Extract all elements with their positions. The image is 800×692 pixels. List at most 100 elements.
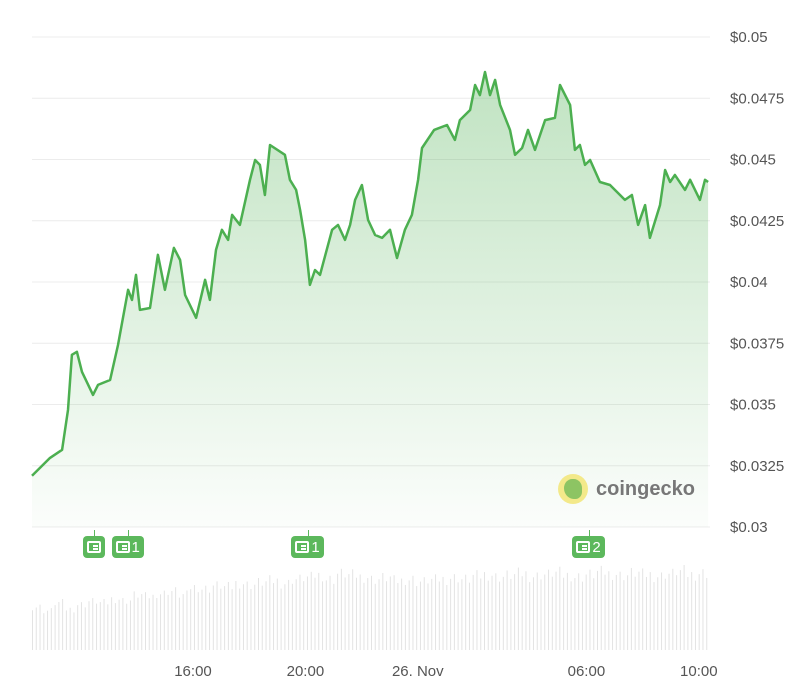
volume-bar (58, 602, 60, 650)
volume-bar (367, 578, 369, 650)
volume-bar (310, 571, 312, 650)
volume-bar (679, 570, 681, 650)
volume-bar (171, 591, 173, 650)
volume-bar (190, 589, 192, 650)
volume-bar (242, 584, 244, 650)
volume-bar (668, 573, 670, 650)
volume-bar (344, 577, 346, 650)
volume-bar (404, 584, 406, 650)
volume-bar (39, 604, 41, 650)
volume-bar (295, 579, 297, 650)
volume-bar (114, 603, 116, 650)
volume-bar (186, 590, 188, 650)
volume-bar (529, 582, 531, 650)
volume-bar (32, 610, 33, 650)
x-tick-label: 16:00 (174, 663, 212, 680)
volume-bar (510, 578, 512, 650)
volume-bar (291, 583, 293, 650)
y-tick-label: $0.0375 (730, 335, 784, 352)
volume-bar (220, 588, 222, 650)
volume-bar (551, 576, 553, 650)
volume-bar (193, 585, 195, 650)
y-tick-label: $0.0325 (730, 458, 784, 475)
volume-bar (653, 582, 655, 650)
volume-bar (246, 581, 248, 650)
volume-bar (250, 588, 252, 650)
volume-bar (239, 588, 241, 650)
volume-bar (129, 600, 131, 650)
volume-bar (148, 598, 150, 650)
volume-bar (209, 592, 211, 650)
volume-bar (484, 572, 485, 650)
volume-bar (62, 599, 64, 650)
volume-bar (386, 581, 388, 650)
volume-bar (163, 590, 165, 650)
volume-bar (457, 582, 459, 650)
volume-bar (476, 570, 478, 650)
volume-bar (499, 581, 501, 650)
volume-bar (634, 576, 636, 650)
volume-bar (698, 574, 700, 650)
volume-bar (363, 582, 365, 650)
volume-bar (525, 571, 527, 650)
news-annotation-badge[interactable] (83, 530, 106, 558)
volume-bar (227, 582, 229, 650)
volume-bar (118, 599, 120, 650)
volume-bar (423, 577, 425, 650)
x-tick-label: 20:00 (287, 663, 325, 680)
volume-bar (216, 581, 218, 650)
volume-bar (54, 605, 56, 650)
volume-bar (589, 569, 591, 650)
news-annotation-badge[interactable]: 1 (291, 530, 324, 558)
volume-bar (627, 575, 629, 650)
newspaper-icon (115, 541, 130, 553)
volume-bar (73, 612, 75, 650)
volume-bar (465, 574, 467, 650)
price-area (31, 72, 709, 527)
volume-bar (664, 578, 666, 650)
volume-bar (126, 603, 128, 650)
volume-bar (427, 583, 429, 650)
volume-bar (322, 581, 324, 650)
volume-bar (205, 585, 207, 650)
newspaper-icon (576, 541, 591, 553)
volume-bar (593, 578, 595, 650)
volume-bar (88, 601, 90, 650)
volume-bar (566, 572, 568, 650)
volume-bar (333, 583, 335, 650)
volume-bar (604, 574, 606, 650)
volume-bar (197, 592, 199, 650)
volume-bar (461, 579, 463, 650)
volume-bar (43, 613, 45, 650)
volume-bar (299, 574, 301, 650)
volume-bar (284, 584, 286, 650)
volume-bar (35, 607, 37, 650)
volume-bar (574, 578, 576, 650)
volume-bar (623, 580, 625, 650)
volume-bar (581, 581, 583, 650)
volume-bar (371, 575, 372, 650)
volume-bar (412, 575, 414, 650)
volume-bar (536, 572, 538, 650)
volume-bar (329, 575, 331, 650)
volume-bar (495, 573, 497, 650)
news-annotation-badge[interactable]: 1 (111, 530, 144, 558)
volume-bar (517, 567, 519, 650)
volume-bar (578, 573, 580, 650)
volume-bar (687, 576, 689, 650)
volume-bar (502, 576, 504, 650)
volume-bar (540, 579, 542, 650)
news-annotation-badge[interactable]: 2 (572, 530, 605, 558)
volume-bar (141, 594, 143, 650)
y-tick-label: $0.0475 (730, 90, 784, 107)
volume-bar (468, 582, 470, 650)
news-count: 2 (592, 538, 601, 556)
volume-bar (224, 586, 226, 650)
volume-bar (649, 572, 651, 650)
volume-bar (231, 589, 233, 650)
volume-bar (453, 574, 455, 650)
volume-bar (672, 568, 674, 650)
y-tick-label: $0.03 (730, 519, 768, 536)
volume-bar (175, 587, 177, 650)
volume-bar (65, 610, 67, 650)
